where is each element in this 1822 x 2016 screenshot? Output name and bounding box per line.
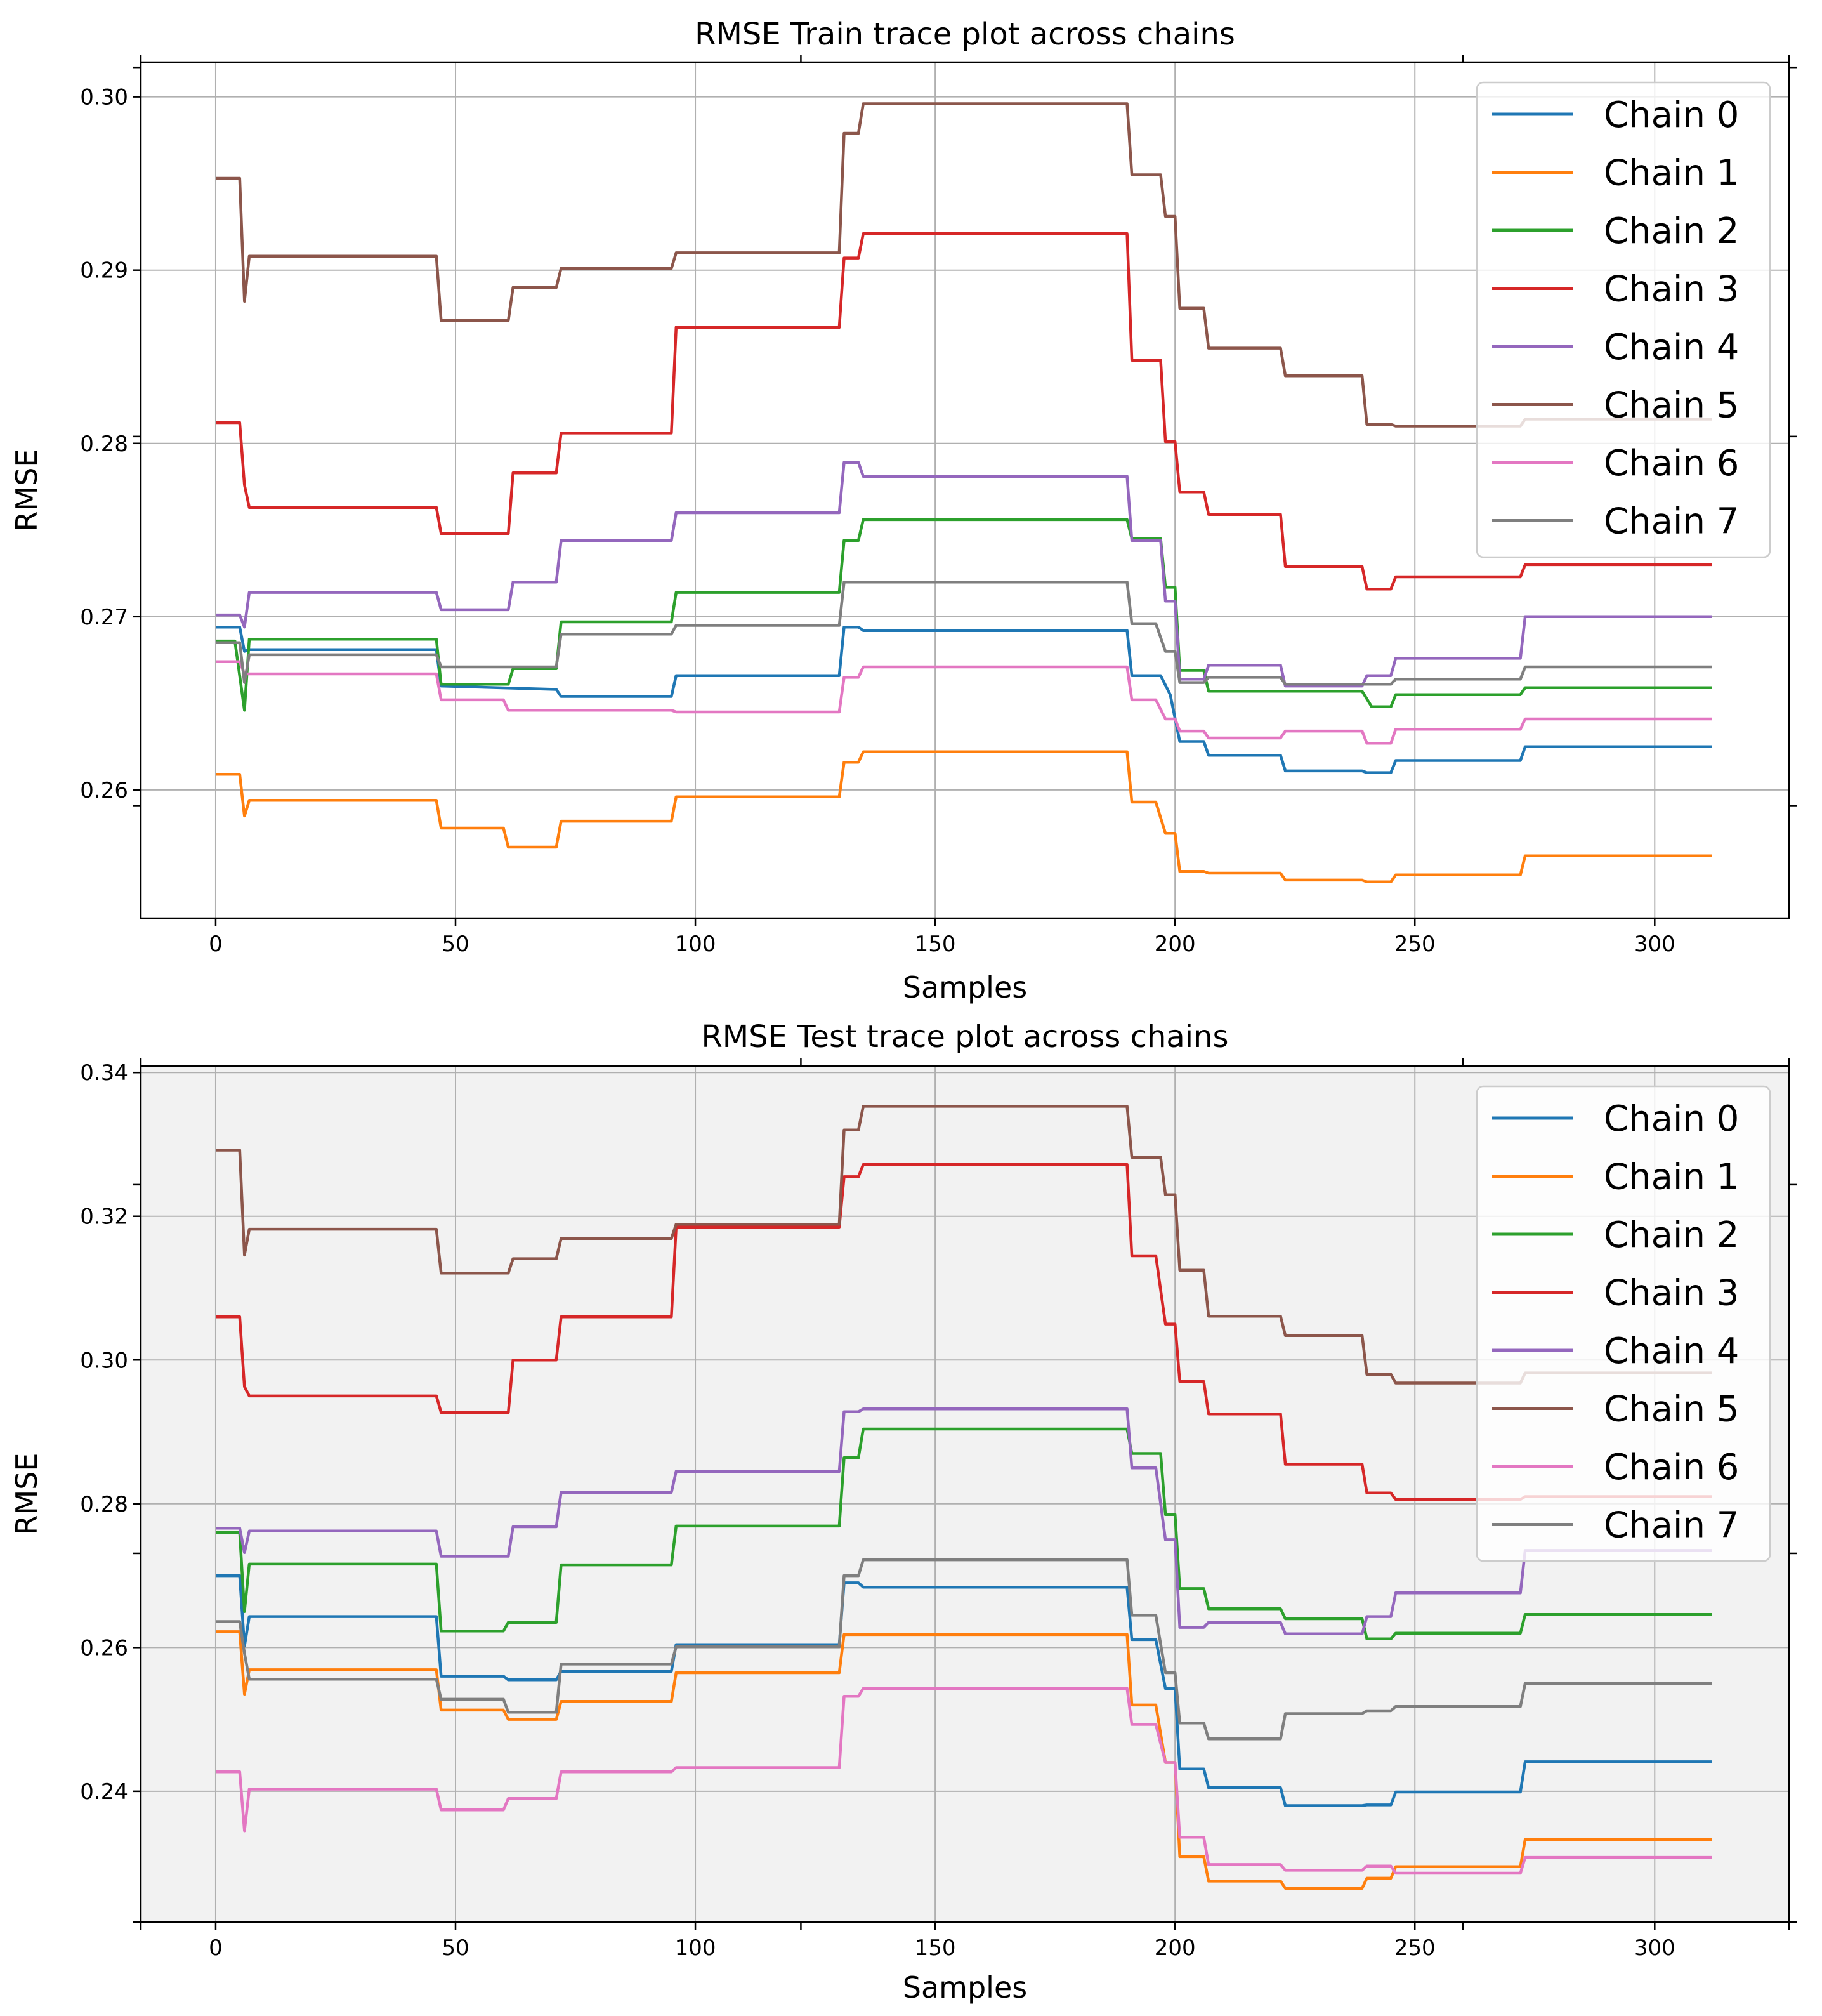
legend-label-chain-5: Chain 5 — [1604, 385, 1739, 426]
legend-label-chain-1: Chain 1 — [1604, 1157, 1739, 1198]
legend-label-chain-5: Chain 5 — [1604, 1389, 1739, 1430]
y-tick-label: 0.30 — [80, 85, 128, 110]
series-line-chain-0 — [216, 1574, 1712, 1807]
legend-label-chain-0: Chain 0 — [1604, 1098, 1739, 1140]
legend-label-chain-2: Chain 2 — [1604, 1215, 1739, 1256]
series-line-chain-1 — [216, 750, 1712, 883]
series-line-chain-4 — [216, 1407, 1712, 1636]
x-tick-label: 150 — [915, 932, 956, 957]
x-tick-label: 250 — [1394, 932, 1436, 957]
series-line-chain-5 — [216, 102, 1712, 428]
series-line-chain-2 — [216, 518, 1712, 712]
train-rmse-chart: 0 50 100 150 200 250 300 0.26 0.27 0.28 0.29 0.30 RM… — [10, 16, 1797, 1005]
x-axis-label: Samples — [903, 1970, 1027, 2005]
axes-frame — [140, 1065, 1790, 1923]
y-tick-label: 0.34 — [80, 1060, 128, 1086]
legend-label-chain-7: Chain 7 — [1604, 501, 1739, 543]
series-line-chain-4 — [216, 461, 1712, 688]
series-line-chain-6 — [216, 1687, 1712, 1875]
y-tick-label: 0.24 — [80, 1779, 128, 1805]
series-line-chain-2 — [216, 1427, 1712, 1640]
x-tick-label: 300 — [1634, 932, 1675, 957]
test-rmse-chart: 0 50 100 150 200 250 300 0.24 0.26 0.28 0.30 0.32 0.… — [10, 1019, 1797, 2005]
x-tick-label: 250 — [1394, 1935, 1436, 1961]
x-tick-label: 0 — [209, 932, 223, 957]
legend-label-chain-3: Chain 3 — [1604, 1273, 1739, 1314]
x-tick-label: 200 — [1155, 1935, 1196, 1961]
axes-frame — [140, 61, 1790, 919]
y-tick-label: 0.29 — [80, 258, 128, 284]
series-line-chain-1 — [216, 1630, 1712, 1890]
legend-label-chain-1: Chain 1 — [1604, 153, 1739, 194]
y-tick-label: 0.26 — [80, 1635, 128, 1661]
y-tick-label: 0.32 — [80, 1204, 128, 1230]
y-tick-label: 0.27 — [80, 605, 128, 630]
legend-label-chain-0: Chain 0 — [1604, 95, 1739, 136]
legend-label-chain-4: Chain 4 — [1604, 327, 1739, 368]
chart-title: RMSE Test trace plot across chains — [701, 1019, 1228, 1055]
x-tick-label: 100 — [675, 932, 716, 957]
y-tick-label: 0.28 — [80, 432, 128, 457]
y-axis-label: RMSE — [10, 449, 44, 532]
series-line-chain-3 — [216, 232, 1712, 591]
series-line-chain-7 — [216, 1558, 1712, 1741]
legend-label-chain-6: Chain 6 — [1604, 443, 1739, 484]
legend-label-chain-6: Chain 6 — [1604, 1447, 1739, 1488]
chart-title: RMSE Train trace plot across chains — [695, 16, 1235, 52]
series-line-chain-7 — [216, 580, 1712, 686]
legend-box — [1476, 1085, 1771, 1562]
series-line-chain-6 — [216, 660, 1712, 745]
legend-label-chain-3: Chain 3 — [1604, 269, 1739, 310]
legend-box — [1476, 81, 1771, 558]
x-tick-label: 100 — [675, 1935, 716, 1961]
legend-label-chain-2: Chain 2 — [1604, 211, 1739, 252]
y-tick-label: 0.28 — [80, 1492, 128, 1517]
y-axis-label: RMSE — [10, 1453, 44, 1536]
x-axis-label: Samples — [903, 970, 1027, 1005]
series-line-chain-3 — [216, 1163, 1712, 1501]
x-tick-label: 50 — [442, 1935, 469, 1961]
legend-label-chain-4: Chain 4 — [1604, 1331, 1739, 1372]
y-tick-label: 0.26 — [80, 778, 128, 803]
y-tick-label: 0.30 — [80, 1348, 128, 1373]
legend-label-chain-7: Chain 7 — [1604, 1505, 1739, 1546]
x-tick-label: 200 — [1155, 932, 1196, 957]
x-tick-label: 0 — [209, 1935, 223, 1961]
series-line-chain-5 — [216, 1105, 1712, 1385]
x-tick-label: 150 — [915, 1935, 956, 1961]
x-tick-label: 50 — [442, 932, 469, 957]
x-tick-label: 300 — [1634, 1935, 1675, 1961]
